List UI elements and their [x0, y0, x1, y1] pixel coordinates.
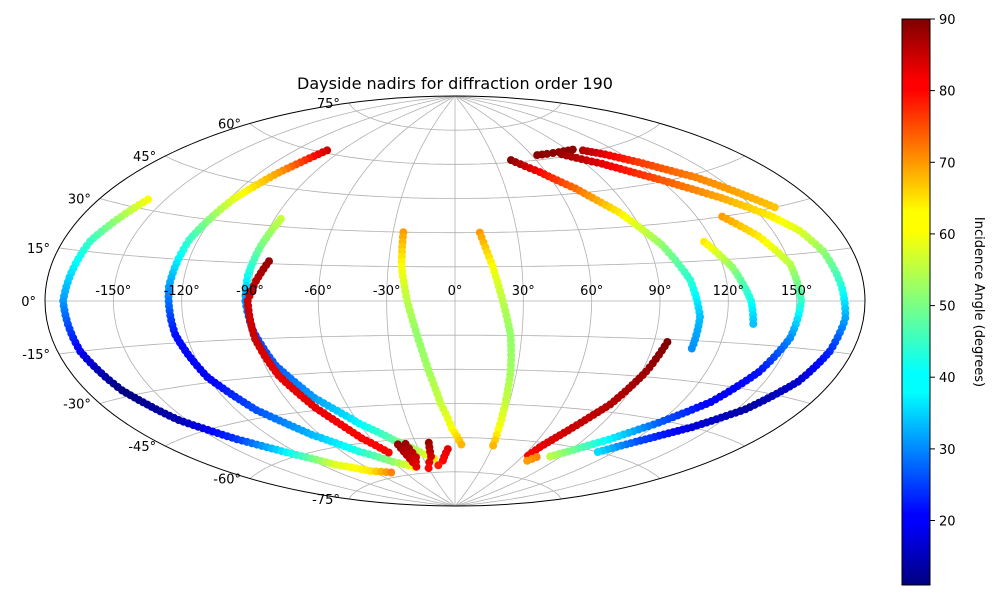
- data-point: [687, 344, 696, 353]
- colorbar-ticks: 20 30 40 50 60 70 80 90: [930, 13, 956, 530]
- colorbar-gradient: [901, 18, 931, 586]
- latitude-tick-labels: -75° -60° -45° -30° -15° 0° 15° 30° 45° 60° 75°: [21, 97, 340, 508]
- lon-tick-label: -120°: [164, 284, 200, 299]
- colorbar-tick-label: 40: [939, 371, 956, 386]
- lon-tick-label: 90°: [648, 284, 671, 299]
- data-point: [546, 452, 555, 461]
- data-points: [59, 145, 850, 477]
- lat-tick-label: 30°: [68, 193, 91, 208]
- data-point: [424, 464, 433, 473]
- colorbar-tick-label: 30: [939, 443, 956, 458]
- lon-tick-label: -150°: [95, 284, 131, 299]
- data-point: [593, 448, 602, 456]
- lat-tick-label: 45°: [133, 150, 156, 165]
- lat-tick-label: -45°: [128, 440, 156, 455]
- data-point: [489, 441, 498, 450]
- data-point: [425, 458, 434, 467]
- colorbar-tick-label: 70: [939, 156, 956, 171]
- colorbar-tick-label: 80: [939, 85, 956, 100]
- lon-tick-label: 30°: [512, 284, 535, 299]
- data-point: [749, 319, 758, 328]
- parallel-line: [58, 334, 852, 355]
- data-point: [523, 456, 532, 465]
- data-point: [549, 149, 557, 157]
- data-point: [387, 468, 396, 477]
- chart-title: Dayside nadirs for diffraction order 190: [297, 74, 613, 93]
- lat-tick-label: 15°: [27, 242, 50, 257]
- longitude-tick-labels: -150° -120° -90° -60° -30° 0° 30° 60° 90° 120° 150…: [95, 284, 812, 299]
- lat-tick-label: -75°: [312, 493, 340, 508]
- colorbar-tick-label: 20: [939, 515, 956, 530]
- lat-tick-label: 60°: [218, 118, 241, 133]
- parallel-line: [348, 471, 562, 500]
- parallel-line: [348, 102, 562, 131]
- lat-tick-label: 75°: [317, 97, 340, 112]
- data-point: [434, 461, 443, 470]
- colorbar-tick-label: 60: [939, 228, 956, 243]
- lon-tick-label: -90°: [236, 284, 264, 299]
- colorbar-label: Incidence Angle (degrees): [971, 217, 986, 387]
- colorbar-tick-label: 90: [939, 13, 956, 28]
- data-point: [770, 203, 779, 212]
- data-point: [412, 462, 421, 471]
- data-point: [568, 145, 577, 154]
- lat-tick-label: -30°: [63, 398, 91, 413]
- lat-tick-label: 0°: [21, 295, 36, 310]
- lon-tick-label: 150°: [781, 284, 812, 299]
- lon-tick-label: 120°: [713, 284, 744, 299]
- colorbar: 20 30 40 50 60 70 80 90 Incidence Angle (degree…: [901, 13, 986, 586]
- lon-tick-label: -60°: [304, 284, 332, 299]
- lon-tick-label: -30°: [373, 284, 401, 299]
- data-point: [457, 440, 466, 449]
- lat-tick-label: -15°: [22, 348, 50, 363]
- map-boundary: [44, 95, 866, 507]
- parallel-line: [249, 123, 661, 165]
- data-point: [384, 448, 393, 457]
- lat-tick-label: -60°: [213, 473, 241, 488]
- colorbar-tick-label: 50: [939, 300, 956, 315]
- lon-tick-label: 60°: [580, 284, 603, 299]
- data-point: [543, 149, 551, 158]
- lon-tick-label: 0°: [448, 284, 463, 299]
